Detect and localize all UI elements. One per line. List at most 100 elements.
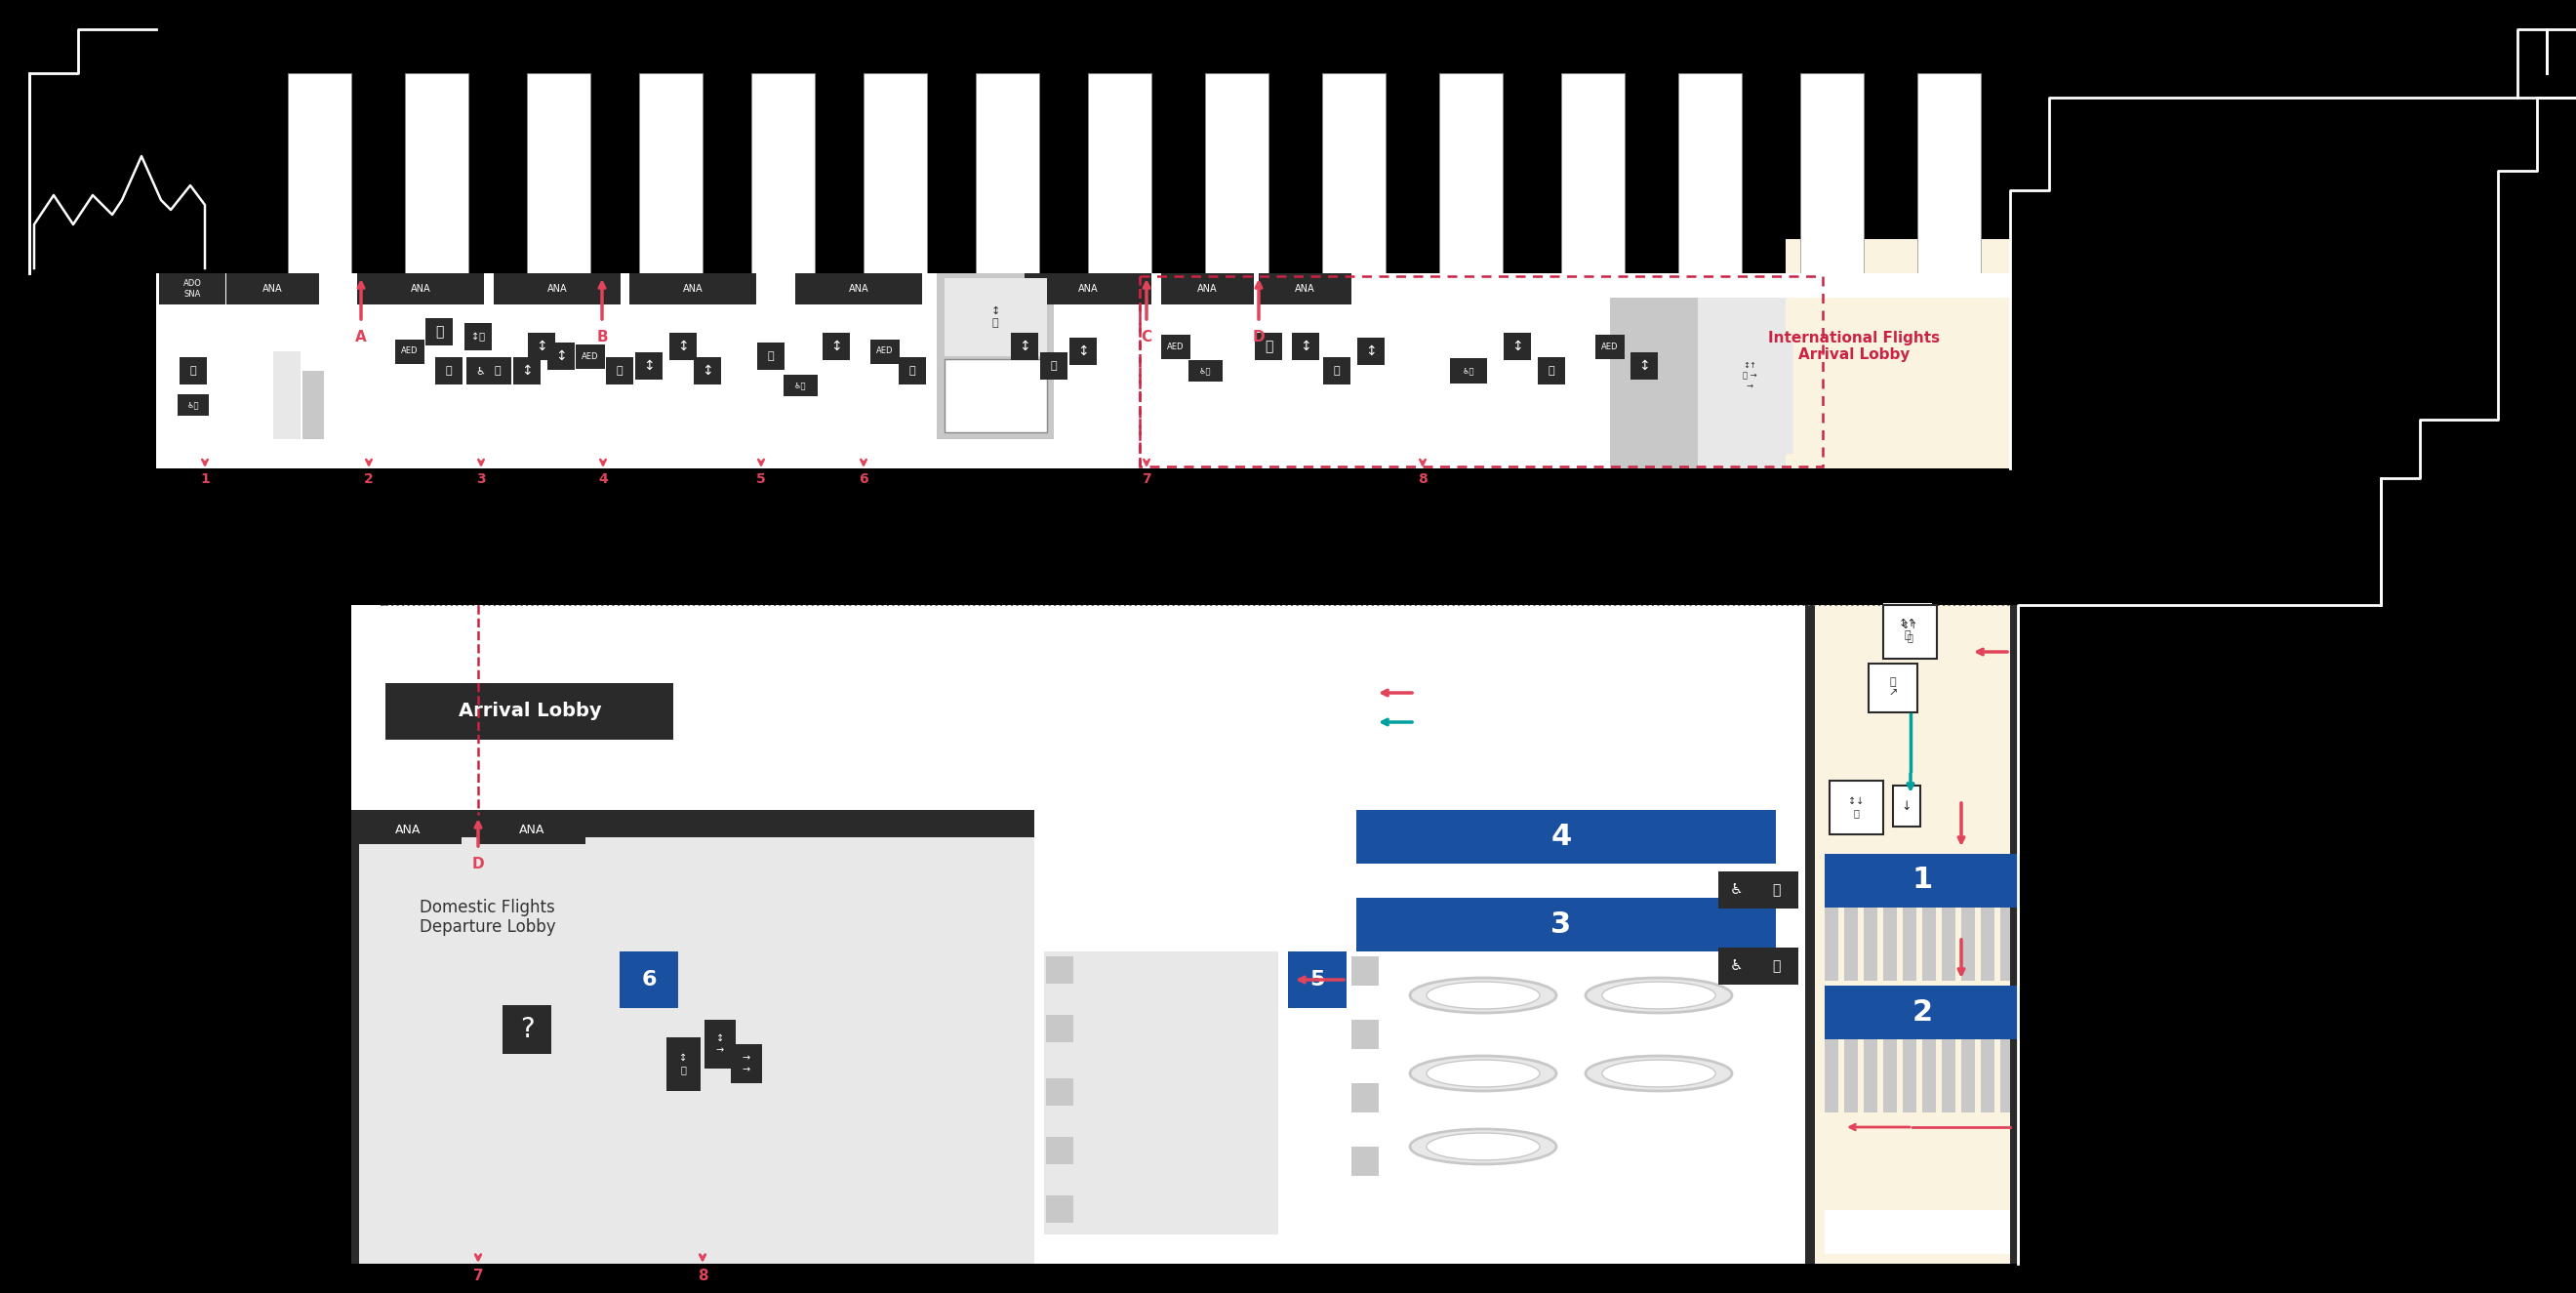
Text: ANA: ANA bbox=[410, 284, 430, 294]
Text: ANA: ANA bbox=[1296, 284, 1316, 294]
Text: 🚻: 🚻 bbox=[1772, 883, 1780, 897]
Bar bbox=[1440, 74, 1502, 273]
Bar bbox=[752, 74, 814, 273]
Bar bbox=[273, 352, 301, 440]
Bar bbox=[1806, 605, 1816, 1263]
Bar bbox=[1942, 1040, 1955, 1112]
Bar bbox=[0, 605, 350, 1263]
Bar bbox=[502, 1005, 551, 1054]
Text: 5: 5 bbox=[1309, 970, 1324, 989]
Text: ↕
👥: ↕ 👥 bbox=[680, 1053, 688, 1074]
Bar bbox=[1139, 277, 1824, 467]
Bar bbox=[1069, 337, 1097, 365]
Bar bbox=[394, 339, 425, 363]
Bar bbox=[2009, 605, 2017, 1263]
Text: Arrival Lobby: Arrival Lobby bbox=[459, 702, 600, 720]
Text: ↕: ↕ bbox=[1365, 344, 1376, 358]
Text: ↓: ↓ bbox=[1901, 799, 1911, 812]
Bar bbox=[546, 343, 574, 370]
Bar bbox=[1824, 985, 2020, 1040]
Bar bbox=[157, 273, 2009, 297]
Bar bbox=[574, 344, 605, 369]
Bar bbox=[1162, 273, 1255, 304]
Bar bbox=[670, 332, 696, 359]
Bar bbox=[1288, 952, 1347, 1009]
Text: 🚻: 🚻 bbox=[495, 366, 500, 376]
Bar bbox=[160, 273, 227, 304]
Bar bbox=[1718, 871, 1754, 909]
Bar bbox=[1087, 74, 1151, 273]
Bar bbox=[1610, 288, 1698, 468]
Text: ↕: ↕ bbox=[1638, 359, 1649, 372]
Bar bbox=[1801, 74, 1862, 273]
Text: 🚻: 🚻 bbox=[1334, 366, 1340, 376]
Bar bbox=[350, 605, 1806, 1263]
Bar bbox=[636, 352, 662, 380]
Text: 8: 8 bbox=[698, 1268, 708, 1283]
Text: AED: AED bbox=[402, 347, 417, 356]
Bar bbox=[732, 1045, 762, 1084]
Text: AED: AED bbox=[876, 347, 894, 356]
Text: 7: 7 bbox=[474, 1268, 484, 1283]
Ellipse shape bbox=[1427, 1133, 1540, 1160]
Bar bbox=[0, 468, 350, 1263]
Bar bbox=[2020, 605, 2576, 1263]
Text: ♿: ♿ bbox=[474, 366, 484, 376]
Bar bbox=[1025, 273, 1151, 304]
Text: ANA: ANA bbox=[394, 824, 420, 835]
Bar bbox=[1981, 1040, 1994, 1112]
Bar bbox=[513, 357, 541, 384]
Bar bbox=[1255, 332, 1283, 359]
Bar bbox=[358, 273, 484, 304]
Text: International Flights
Arrival Lobby: International Flights Arrival Lobby bbox=[1767, 331, 1940, 362]
Text: 🚻: 🚻 bbox=[1772, 959, 1780, 972]
Text: 🚻: 🚻 bbox=[1051, 361, 1056, 371]
Bar bbox=[1293, 332, 1319, 359]
Bar bbox=[757, 343, 786, 370]
Bar bbox=[1504, 332, 1530, 359]
Text: 🚻: 🚻 bbox=[1548, 366, 1556, 376]
Bar bbox=[1680, 74, 1741, 273]
Text: ↕: ↕ bbox=[1301, 340, 1311, 353]
Ellipse shape bbox=[1602, 1060, 1716, 1087]
Text: ↕: ↕ bbox=[644, 359, 654, 372]
Bar bbox=[1352, 957, 1378, 985]
Bar bbox=[1942, 908, 1955, 980]
Text: ↕
→: ↕ → bbox=[716, 1033, 724, 1055]
Bar bbox=[639, 74, 703, 273]
Text: ♿🚶: ♿🚶 bbox=[188, 401, 198, 410]
Bar bbox=[2002, 1040, 2014, 1112]
Text: Domestic Flights
Departure Lobby: Domestic Flights Departure Lobby bbox=[420, 899, 556, 936]
Text: ❓: ❓ bbox=[1265, 340, 1273, 353]
Bar bbox=[1352, 1020, 1378, 1049]
Bar bbox=[1352, 1147, 1378, 1175]
Text: ANA: ANA bbox=[546, 284, 567, 294]
Bar bbox=[1352, 1084, 1378, 1112]
Text: ↕: ↕ bbox=[556, 349, 567, 363]
Ellipse shape bbox=[1427, 981, 1540, 1009]
Bar bbox=[1162, 334, 1190, 358]
Bar bbox=[629, 273, 757, 304]
Text: 🚻: 🚻 bbox=[768, 352, 773, 361]
Bar bbox=[1862, 908, 1878, 980]
Bar bbox=[796, 273, 922, 304]
Text: C: C bbox=[1141, 330, 1151, 344]
Text: ?: ? bbox=[520, 1016, 533, 1043]
Ellipse shape bbox=[1409, 1129, 1556, 1164]
Text: ♿: ♿ bbox=[1731, 959, 1744, 974]
Bar bbox=[1698, 288, 1785, 468]
Bar bbox=[1595, 334, 1625, 358]
Bar bbox=[945, 278, 1046, 356]
Text: ♿🚶: ♿🚶 bbox=[793, 381, 806, 390]
Ellipse shape bbox=[1602, 981, 1716, 1009]
Bar bbox=[1041, 352, 1066, 380]
Bar bbox=[180, 357, 206, 384]
Bar bbox=[1806, 605, 2020, 1263]
Ellipse shape bbox=[1409, 1056, 1556, 1091]
Text: ↕
👥: ↕ 👥 bbox=[992, 306, 999, 327]
Bar bbox=[425, 318, 453, 345]
Bar bbox=[1754, 948, 1798, 985]
Bar bbox=[1046, 1196, 1074, 1223]
Bar bbox=[783, 375, 817, 396]
Bar bbox=[1561, 74, 1625, 273]
